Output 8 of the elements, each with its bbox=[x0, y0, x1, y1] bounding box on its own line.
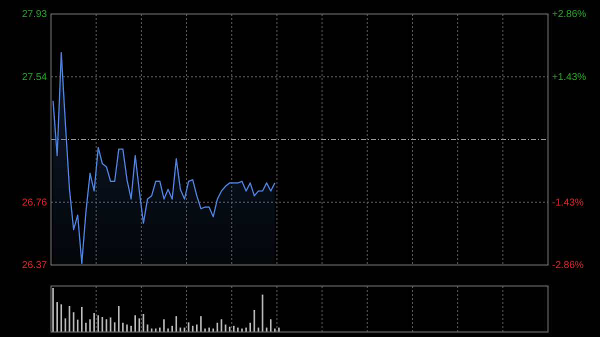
y-tick-label: 27.54 bbox=[22, 72, 48, 83]
y-tick-label: 26.76 bbox=[22, 197, 48, 208]
y2-tick-label: +2.86% bbox=[552, 9, 586, 20]
y2-tick-label: -2.86% bbox=[552, 260, 584, 272]
y2-tick-label: -1.43% bbox=[552, 197, 584, 208]
y2-tick-label: +1.43% bbox=[552, 72, 586, 83]
y-tick-label: 26.37 bbox=[22, 260, 48, 272]
y-tick-label: 27.93 bbox=[22, 9, 48, 20]
